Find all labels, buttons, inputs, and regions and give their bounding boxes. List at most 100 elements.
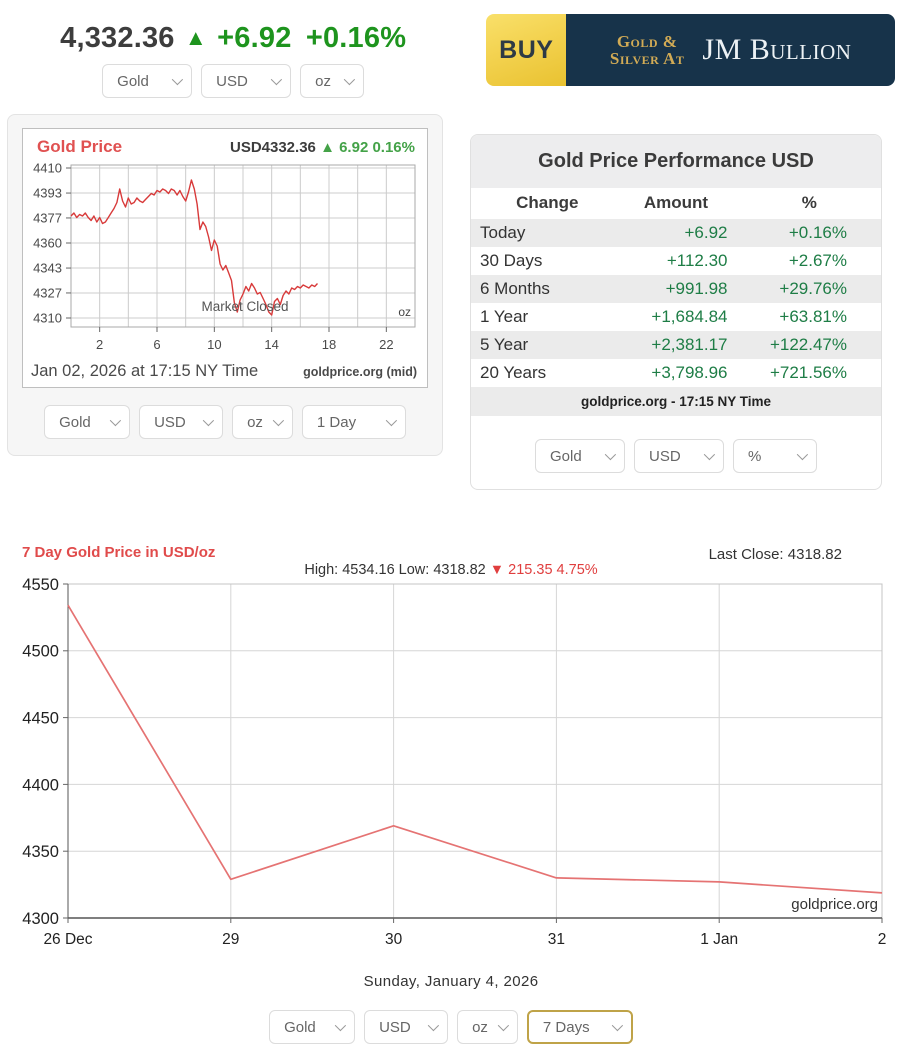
weekly-title-row: 7 Day Gold Price in USD/oz Last Close: 4…: [12, 544, 890, 564]
performance-metal-select[interactable]: Gold: [535, 439, 625, 473]
currency-select-value: USD: [216, 72, 248, 90]
cards-row: Gold Price USD4332.36 ▲ 6.92 0.16% 4310 4…: [0, 114, 902, 490]
row-pct: +122.47%: [769, 335, 847, 354]
row-label: 20 Years: [480, 363, 547, 382]
performance-row: 5 Year +2,381.17 +122.47%: [471, 331, 881, 359]
row-amount: +1,684.84: [651, 307, 728, 326]
svg-text:2: 2: [878, 931, 887, 948]
performance-title: Gold Price Performance USD: [471, 135, 881, 188]
weekly-range-select[interactable]: 7 Days: [526, 1010, 633, 1044]
intraday-metal-select[interactable]: Gold: [44, 405, 131, 439]
buy-button[interactable]: BUY: [486, 14, 567, 86]
weekly-unit-value: oz: [472, 1018, 488, 1036]
row-label: 30 Days: [480, 251, 543, 270]
metal-select[interactable]: Gold: [102, 64, 193, 98]
performance-unit-select[interactable]: %: [733, 439, 817, 473]
weekly-drop: ▼ 215.35 4.75%: [489, 562, 598, 578]
chevron-down-icon: [343, 73, 356, 86]
svg-text:4410: 4410: [33, 161, 62, 176]
weekly-select-row: Gold USD oz 7 Days: [12, 1010, 890, 1044]
row-label: Today: [480, 223, 526, 242]
intraday-unit-value: oz: [247, 413, 263, 431]
performance-row: 6 Months +991.98 +29.76%: [471, 275, 881, 303]
chevron-down-icon: [427, 1019, 440, 1032]
weekly-chart-section: 7 Day Gold Price in USD/oz Last Close: 4…: [0, 544, 902, 1044]
currency-select[interactable]: USD: [201, 64, 292, 98]
performance-row: 20 Years +3,798.96 +721.56%: [471, 359, 881, 387]
svg-text:29: 29: [222, 931, 239, 948]
banner-tagline-line1: Gold &: [616, 32, 678, 51]
intraday-quote-change: 6.92 0.16%: [339, 139, 415, 156]
chevron-down-icon: [611, 1019, 623, 1032]
intraday-chart-panel: Gold Price USD4332.36 ▲ 6.92 0.16% 4310 4…: [22, 128, 428, 388]
price-change-percent: +0.16%: [305, 22, 407, 54]
intraday-range-select[interactable]: 1 Day: [301, 405, 406, 439]
chevron-down-icon: [272, 414, 284, 427]
svg-text:18: 18: [322, 337, 336, 352]
intraday-chart-title: Gold Price: [37, 137, 123, 156]
price-up-arrow-icon: ▲: [184, 25, 207, 50]
row-amount: +3,798.96: [651, 363, 728, 382]
banner-tagline-line2: Silver At: [609, 49, 685, 68]
weekly-high-low: High: 4534.16 Low: 4318.82: [304, 562, 486, 578]
performance-currency-select[interactable]: USD: [634, 439, 724, 473]
intraday-unit-select[interactable]: oz: [232, 405, 293, 439]
svg-text:1 Jan: 1 Jan: [700, 931, 738, 948]
performance-metal-value: Gold: [550, 447, 582, 465]
unit-select-value: oz: [315, 72, 331, 90]
weekly-range-value: 7 Days: [542, 1018, 590, 1036]
weekly-metal-select[interactable]: Gold: [269, 1010, 356, 1044]
svg-text:4343: 4343: [33, 261, 62, 276]
weekly-unit-select[interactable]: oz: [457, 1010, 518, 1044]
performance-select-row: Gold USD %: [471, 425, 881, 489]
intraday-chart-card: Gold Price USD4332.36 ▲ 6.92 0.16% 4310 4…: [7, 114, 443, 456]
chevron-down-icon: [385, 414, 397, 427]
intraday-select-row: Gold USD oz 1 Day: [22, 405, 428, 439]
spot-price: 4,332.36: [60, 22, 175, 54]
weekly-chart: 4300 4350 4400 4450 4500 4550 26 Dec 29 30 31 1 Ja…: [22, 576, 887, 948]
unit-select[interactable]: oz: [300, 64, 365, 98]
spot-price-line: 4,332.36 ▲ +6.92 +0.16%: [7, 22, 459, 55]
svg-text:4300: 4300: [22, 910, 59, 928]
chevron-down-icon: [497, 1019, 509, 1032]
row-amount: +991.98: [665, 279, 728, 298]
top-header: 4,332.36 ▲ +6.92 +0.16% Gold USD oz BUY …: [0, 0, 902, 98]
col-pct: %: [737, 188, 881, 219]
performance-row: Today +6.92 +0.16%: [471, 219, 881, 247]
metal-select-value: Gold: [117, 72, 149, 90]
row-amount: +6.92: [684, 223, 728, 242]
row-label: 6 Months: [480, 279, 550, 298]
spot-price-block: 4,332.36 ▲ +6.92 +0.16% Gold USD oz: [7, 12, 459, 98]
col-change: Change: [471, 188, 615, 219]
intraday-timestamp: Jan 02, 2026 at 17:15 NY Time: [31, 362, 259, 380]
weekly-currency-select[interactable]: USD: [364, 1010, 449, 1044]
performance-row: 1 Year +1,684.84 +63.81%: [471, 303, 881, 331]
intraday-currency-select[interactable]: USD: [139, 405, 224, 439]
chevron-down-icon: [334, 1019, 347, 1032]
performance-table: Change Amount % Today +6.92 +0.16% 30 Da…: [471, 188, 881, 387]
svg-text:4310: 4310: [33, 311, 62, 326]
chevron-down-icon: [604, 448, 617, 461]
row-pct: +0.16%: [788, 223, 847, 242]
svg-text:2: 2: [96, 337, 103, 352]
svg-text:4377: 4377: [33, 211, 62, 226]
intraday-quote-price: USD4332.36: [229, 139, 316, 156]
svg-text:10: 10: [207, 337, 221, 352]
col-amount: Amount: [614, 188, 738, 219]
intraday-up-arrow-icon: ▲: [320, 139, 335, 156]
row-amount: +112.30: [666, 251, 728, 270]
svg-text:31: 31: [548, 931, 565, 948]
header-select-row: Gold USD oz: [7, 64, 459, 98]
performance-unit-value: %: [748, 447, 762, 465]
row-pct: +63.81%: [779, 307, 847, 326]
jm-bullion-ad-banner[interactable]: BUY Gold & Silver At JM Bullion: [486, 14, 895, 86]
row-amount: +2,381.17: [651, 335, 728, 354]
intraday-range-value: 1 Day: [316, 413, 357, 431]
svg-text:14: 14: [264, 337, 278, 352]
weekly-high-low-line: High: 4534.16 Low: 4318.82 ▼ 215.35 4.75…: [12, 562, 890, 578]
banner-brand-area: Gold & Silver At JM Bullion: [566, 14, 895, 86]
intraday-chart-header: Gold Price USD4332.36 ▲ 6.92 0.16%: [23, 137, 427, 159]
intraday-quote: USD4332.36 ▲ 6.92 0.16%: [230, 139, 415, 156]
jm-bullion-logo: JM Bullion: [702, 33, 852, 66]
weekly-last-close: Last Close: 4318.82: [708, 546, 842, 563]
